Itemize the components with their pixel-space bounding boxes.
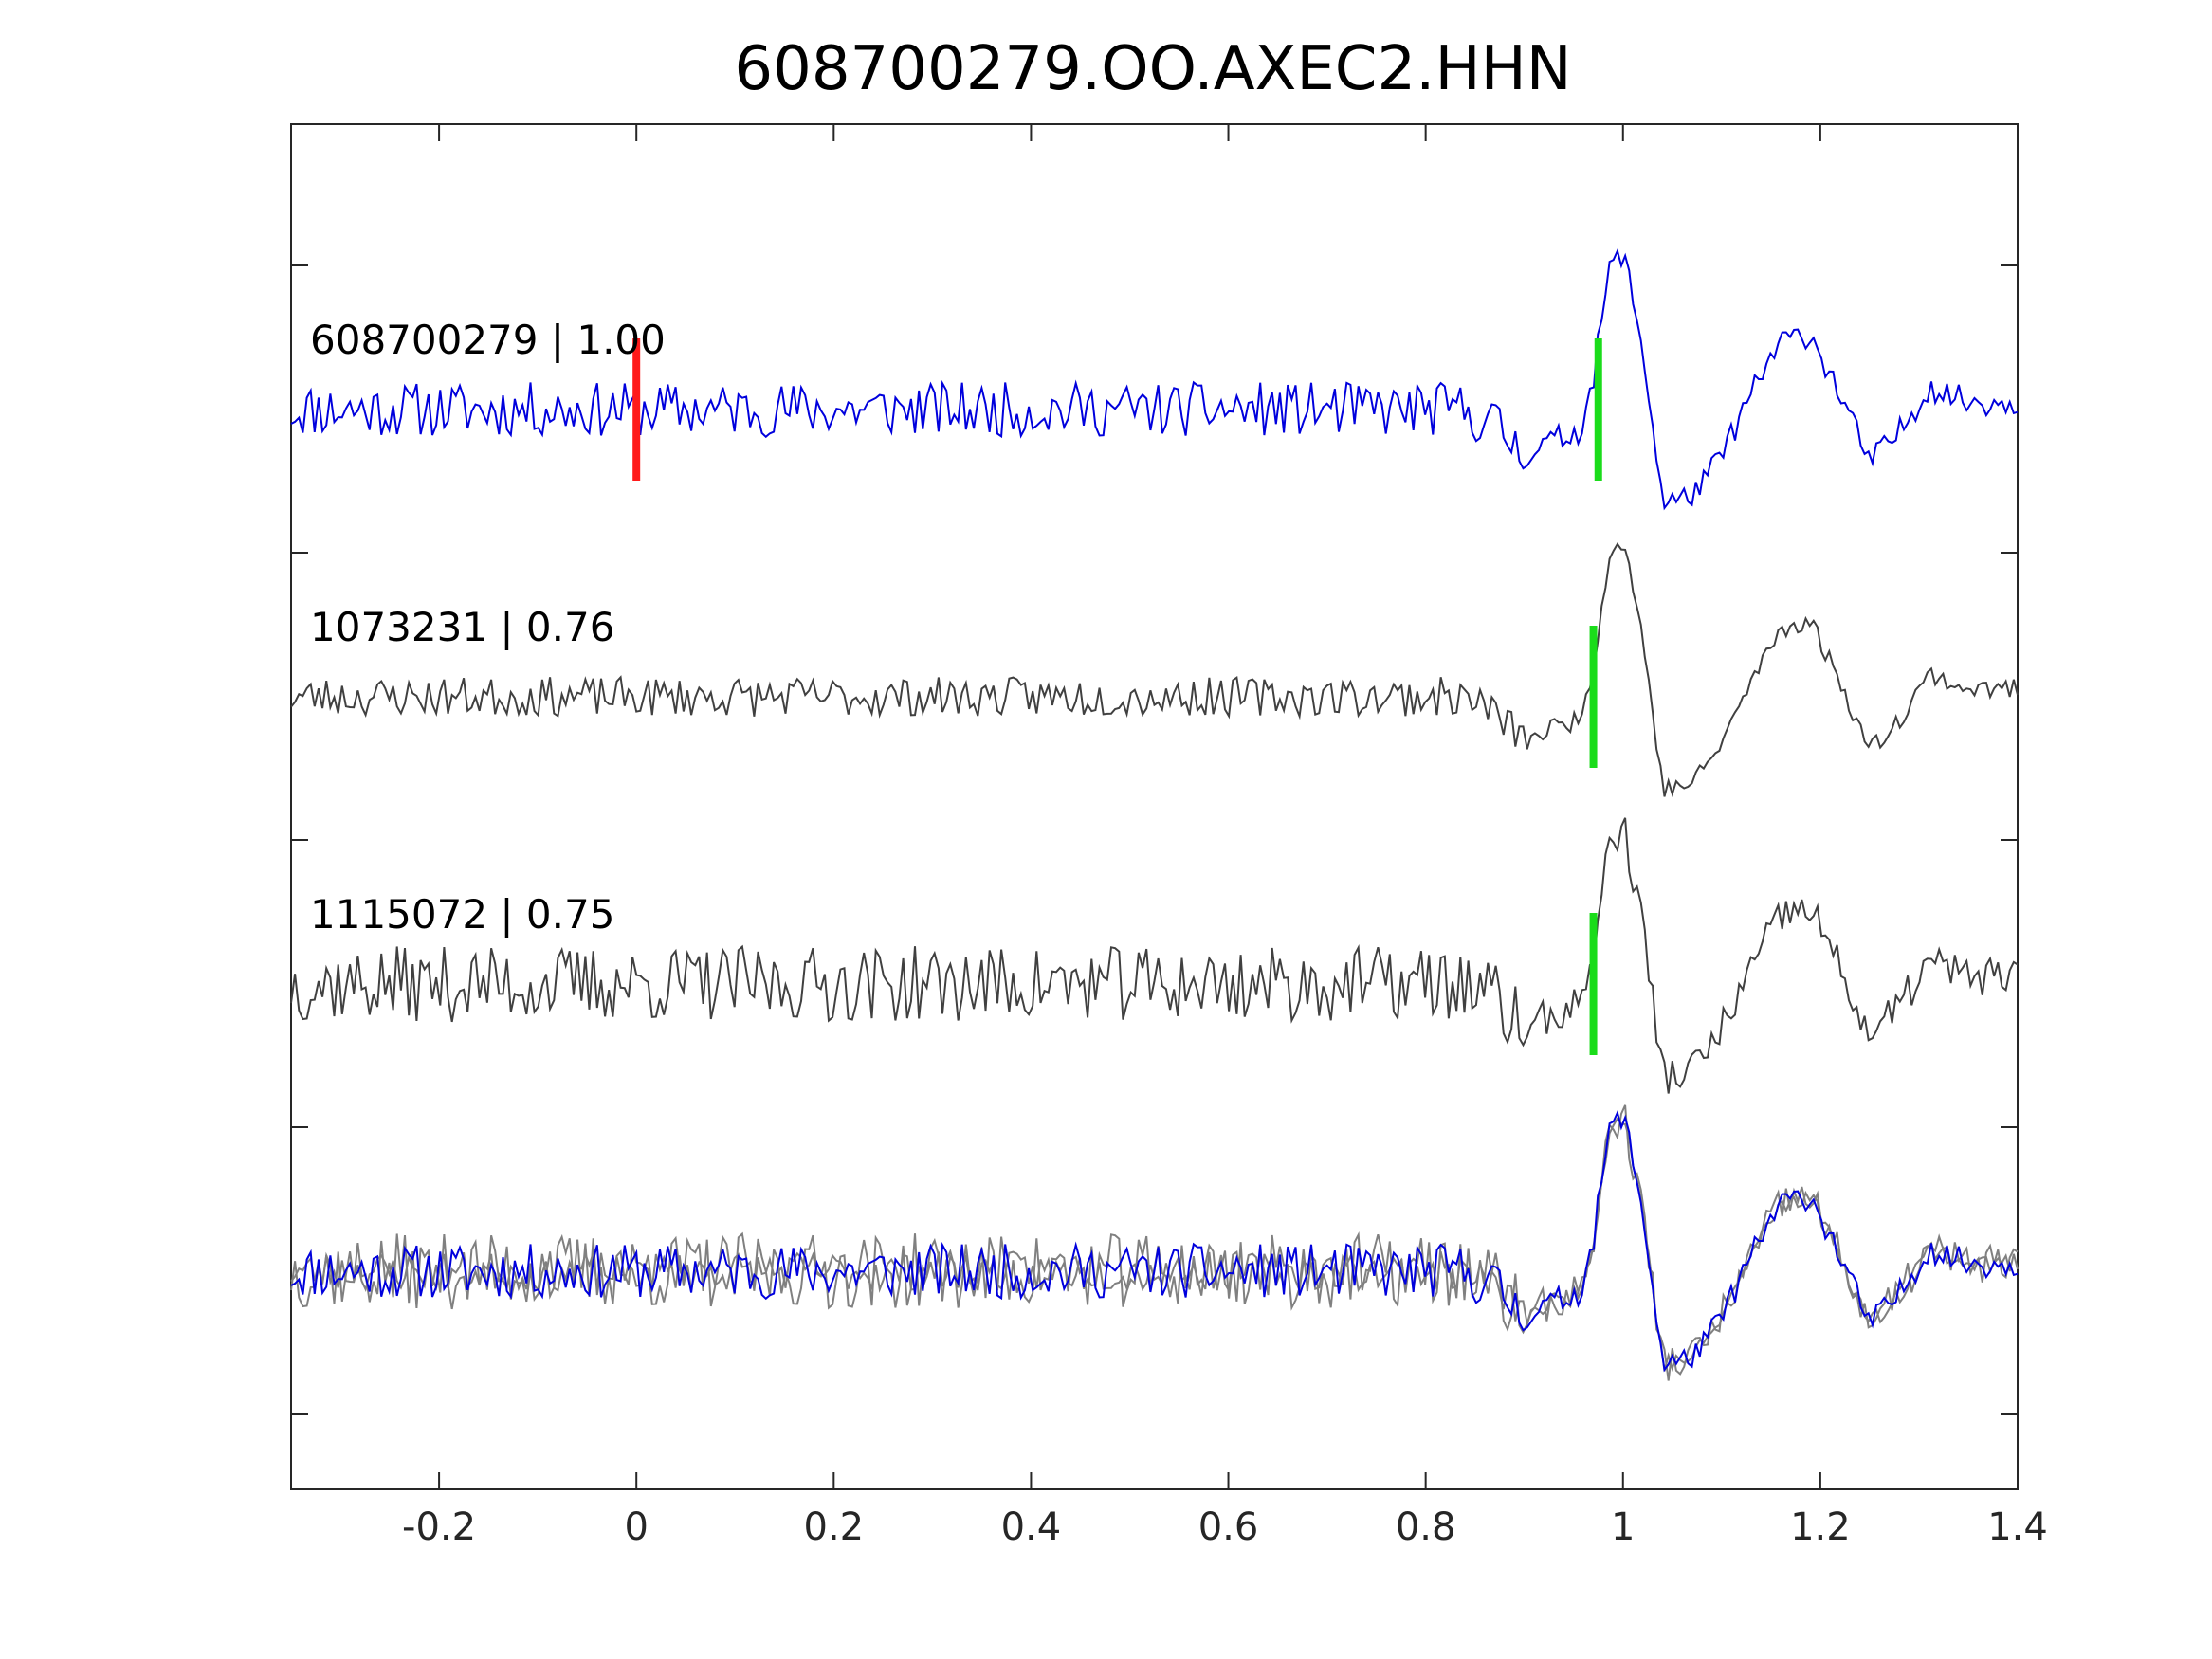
waveform-trace-3 <box>290 817 2019 1094</box>
waveform-trace-1 <box>290 247 2019 511</box>
x-axis: -0.2 0 0.2 0.4 0.6 0.8 1 1.2 1.4 <box>402 124 2048 1549</box>
x-tick-label: 1 <box>1611 1505 1635 1549</box>
x-tick-label: 1.2 <box>1790 1505 1851 1549</box>
trace-label-3: 1115072 | 0.75 <box>310 891 614 938</box>
x-tick-label: 1.4 <box>1987 1505 2048 1549</box>
x-tick-label: 0.8 <box>1396 1505 1456 1549</box>
x-tick-label: 0.2 <box>804 1505 865 1549</box>
trace-label-1: 608700279 | 1.00 <box>310 317 666 363</box>
chart-title: 608700279.OO.AXEC2.HHN <box>734 34 1571 104</box>
overlay-trace-1 <box>290 1109 2019 1373</box>
plot-frame <box>290 123 2019 1490</box>
trace-labels: 608700279 | 1.00 1073231 | 0.76 1115072 | … <box>310 317 666 938</box>
x-tick-label: 0.6 <box>1198 1505 1259 1549</box>
pick-markers <box>632 338 1602 1055</box>
overlay-trace-3 <box>290 1104 2019 1381</box>
plot-area <box>290 123 2019 1490</box>
overlay-trace-2 <box>290 1117 2019 1372</box>
overlay-traces <box>290 1104 2019 1381</box>
waveform-traces <box>290 247 2019 1094</box>
waveform-trace-2 <box>290 542 2019 797</box>
x-tick-label: 0 <box>624 1505 648 1549</box>
x-tick-label: 0.4 <box>1001 1505 1062 1549</box>
trace-label-2: 1073231 | 0.76 <box>310 604 614 650</box>
x-tick-label: -0.2 <box>402 1505 476 1549</box>
